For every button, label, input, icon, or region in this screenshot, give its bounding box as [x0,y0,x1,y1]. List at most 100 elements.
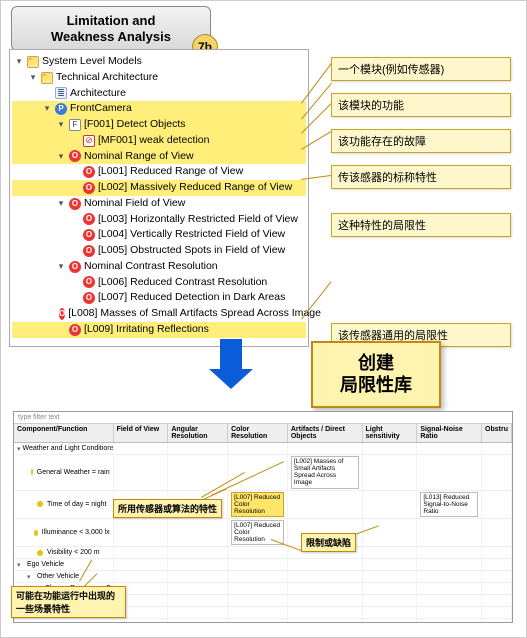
column-header[interactable]: Signal-Noise Ratio [417,424,482,442]
matrix-cell[interactable] [114,455,169,490]
matrix-cell[interactable] [363,607,418,618]
matrix-cell[interactable] [363,491,418,518]
matrix-cell[interactable] [417,559,482,570]
column-header[interactable]: Angular Resolution [168,424,228,442]
matrix-cell[interactable] [482,595,512,606]
matrix-cell[interactable] [363,559,418,570]
matrix-row[interactable]: Time of day = night [L007] Reduced Color … [14,491,512,519]
matrix-cell[interactable] [482,619,512,623]
matrix-cell[interactable] [114,547,169,558]
matrix-cell[interactable] [417,455,482,490]
tree-row[interactable]: ▾Nominal Contrast Resolution [12,259,306,275]
matrix-cell[interactable] [228,619,288,623]
tree-row[interactable]: ▾Technical Architecture [12,70,306,86]
matrix-cell[interactable] [417,443,482,454]
matrix-cell[interactable] [228,443,288,454]
limitation-tag[interactable]: [L002] Masses of Small Artifacts Spread … [291,456,359,489]
row-label[interactable]: x_pos [14,619,114,623]
tree-row[interactable]: [L006] Reduced Contrast Resolution [12,275,306,291]
twisty-open-icon[interactable]: ▾ [56,260,66,274]
tree-row[interactable]: [L005] Obstructed Spots in Field of View [12,243,306,259]
limitation-tag[interactable]: [L007] Reduced Color Resolution [231,492,284,517]
row-label[interactable]: Visibility < 200 m [14,547,114,558]
row-label[interactable]: ▾Weather and Light Conditions [14,443,114,454]
matrix-cell[interactable] [417,595,482,606]
matrix-cell[interactable] [482,571,512,582]
matrix-cell[interactable] [228,559,288,570]
matrix-cell[interactable] [482,443,512,454]
matrix-cell[interactable] [114,571,169,582]
matrix-row[interactable]: Illuminance < 3,000 lx[L007] Reduced Col… [14,519,512,547]
matrix-cell[interactable] [417,571,482,582]
matrix-cell[interactable] [363,595,418,606]
matrix-row[interactable]: Visibility < 200 m [14,547,512,559]
matrix-cell[interactable] [482,559,512,570]
matrix-cell[interactable] [114,619,169,623]
matrix-cell[interactable] [228,547,288,558]
twisty-open-icon[interactable]: ▾ [27,573,35,581]
twisty-open-icon[interactable]: ▾ [17,561,25,569]
row-label[interactable]: ▾Other Vehicle [14,571,114,582]
twisty-open-icon[interactable]: ▾ [56,150,66,164]
matrix-cell[interactable] [168,607,228,618]
tree-row[interactable]: Architecture [12,86,306,102]
matrix-cell[interactable] [363,583,418,594]
tree-row[interactable]: [L004] Vertically Restricted Field of Vi… [12,227,306,243]
column-header[interactable]: Field of View [114,424,169,442]
matrix-cell[interactable] [482,583,512,594]
matrix-cell[interactable] [288,491,363,518]
matrix-cell[interactable] [168,595,228,606]
matrix-cell[interactable] [288,443,363,454]
column-header[interactable]: Light sensitivity [363,424,418,442]
matrix-cell[interactable] [482,491,512,518]
matrix-cell[interactable] [363,443,418,454]
matrix-cell[interactable] [168,443,228,454]
matrix-row[interactable]: ▾Weather and Light Conditions [14,443,512,455]
matrix-cell[interactable] [228,583,288,594]
matrix-cell[interactable] [114,519,169,546]
matrix-cell[interactable] [482,547,512,558]
matrix-cell[interactable] [168,519,228,546]
column-header[interactable]: Obstru [482,424,512,442]
matrix-cell[interactable] [363,619,418,623]
twisty-open-icon[interactable]: ▾ [14,55,24,69]
twisty-open-icon[interactable]: ▾ [17,445,21,453]
tree-row[interactable]: ▾System Level Models [12,54,306,70]
matrix-cell[interactable] [228,571,288,582]
matrix-cell[interactable] [288,571,363,582]
matrix-cell[interactable] [168,619,228,623]
tree-row[interactable]: ▾FrontCamera [12,101,306,117]
matrix-cell[interactable] [168,547,228,558]
matrix-cell[interactable] [482,519,512,546]
matrix-cell[interactable] [168,559,228,570]
matrix-cell[interactable] [288,559,363,570]
tree-row[interactable]: [L007] Reduced Detection in Dark Areas [12,290,306,306]
column-header[interactable]: Artifacts / Direct Objects [288,424,363,442]
matrix-cell[interactable] [363,455,418,490]
column-header[interactable]: Component/Function [14,424,114,442]
row-label[interactable]: General Weather = rain [14,455,114,490]
row-label[interactable]: Time of day = night [14,491,114,518]
twisty-open-icon[interactable]: ▾ [56,197,66,211]
matrix-cell[interactable] [417,547,482,558]
matrix-cell[interactable] [288,607,363,618]
matrix-cell[interactable] [417,607,482,618]
matrix-cell[interactable] [168,583,228,594]
matrix-cell[interactable] [288,595,363,606]
matrix-cell[interactable] [363,571,418,582]
tree-row[interactable]: [L008] Masses of Small Artifacts Spread … [12,306,306,322]
row-label[interactable]: Illuminance < 3,000 lx [14,519,114,546]
matrix-cell[interactable] [168,455,228,490]
twisty-open-icon[interactable]: ▾ [56,118,66,132]
twisty-open-icon[interactable]: ▾ [28,71,38,85]
matrix-cell[interactable] [482,455,512,490]
matrix-cell[interactable] [417,619,482,623]
row-label[interactable]: ▾Ego Vehicle [14,559,114,570]
twisty-open-icon[interactable]: ▾ [42,102,52,116]
tree-row[interactable]: ▾Nominal Range of View [12,149,306,165]
column-header[interactable]: Color Resolution [228,424,288,442]
matrix-cell[interactable] [228,607,288,618]
tree-row[interactable]: ▾Nominal Field of View [12,196,306,212]
tree-row[interactable]: [L002] Massively Reduced Range of View [12,180,306,196]
matrix-cell[interactable] [288,583,363,594]
